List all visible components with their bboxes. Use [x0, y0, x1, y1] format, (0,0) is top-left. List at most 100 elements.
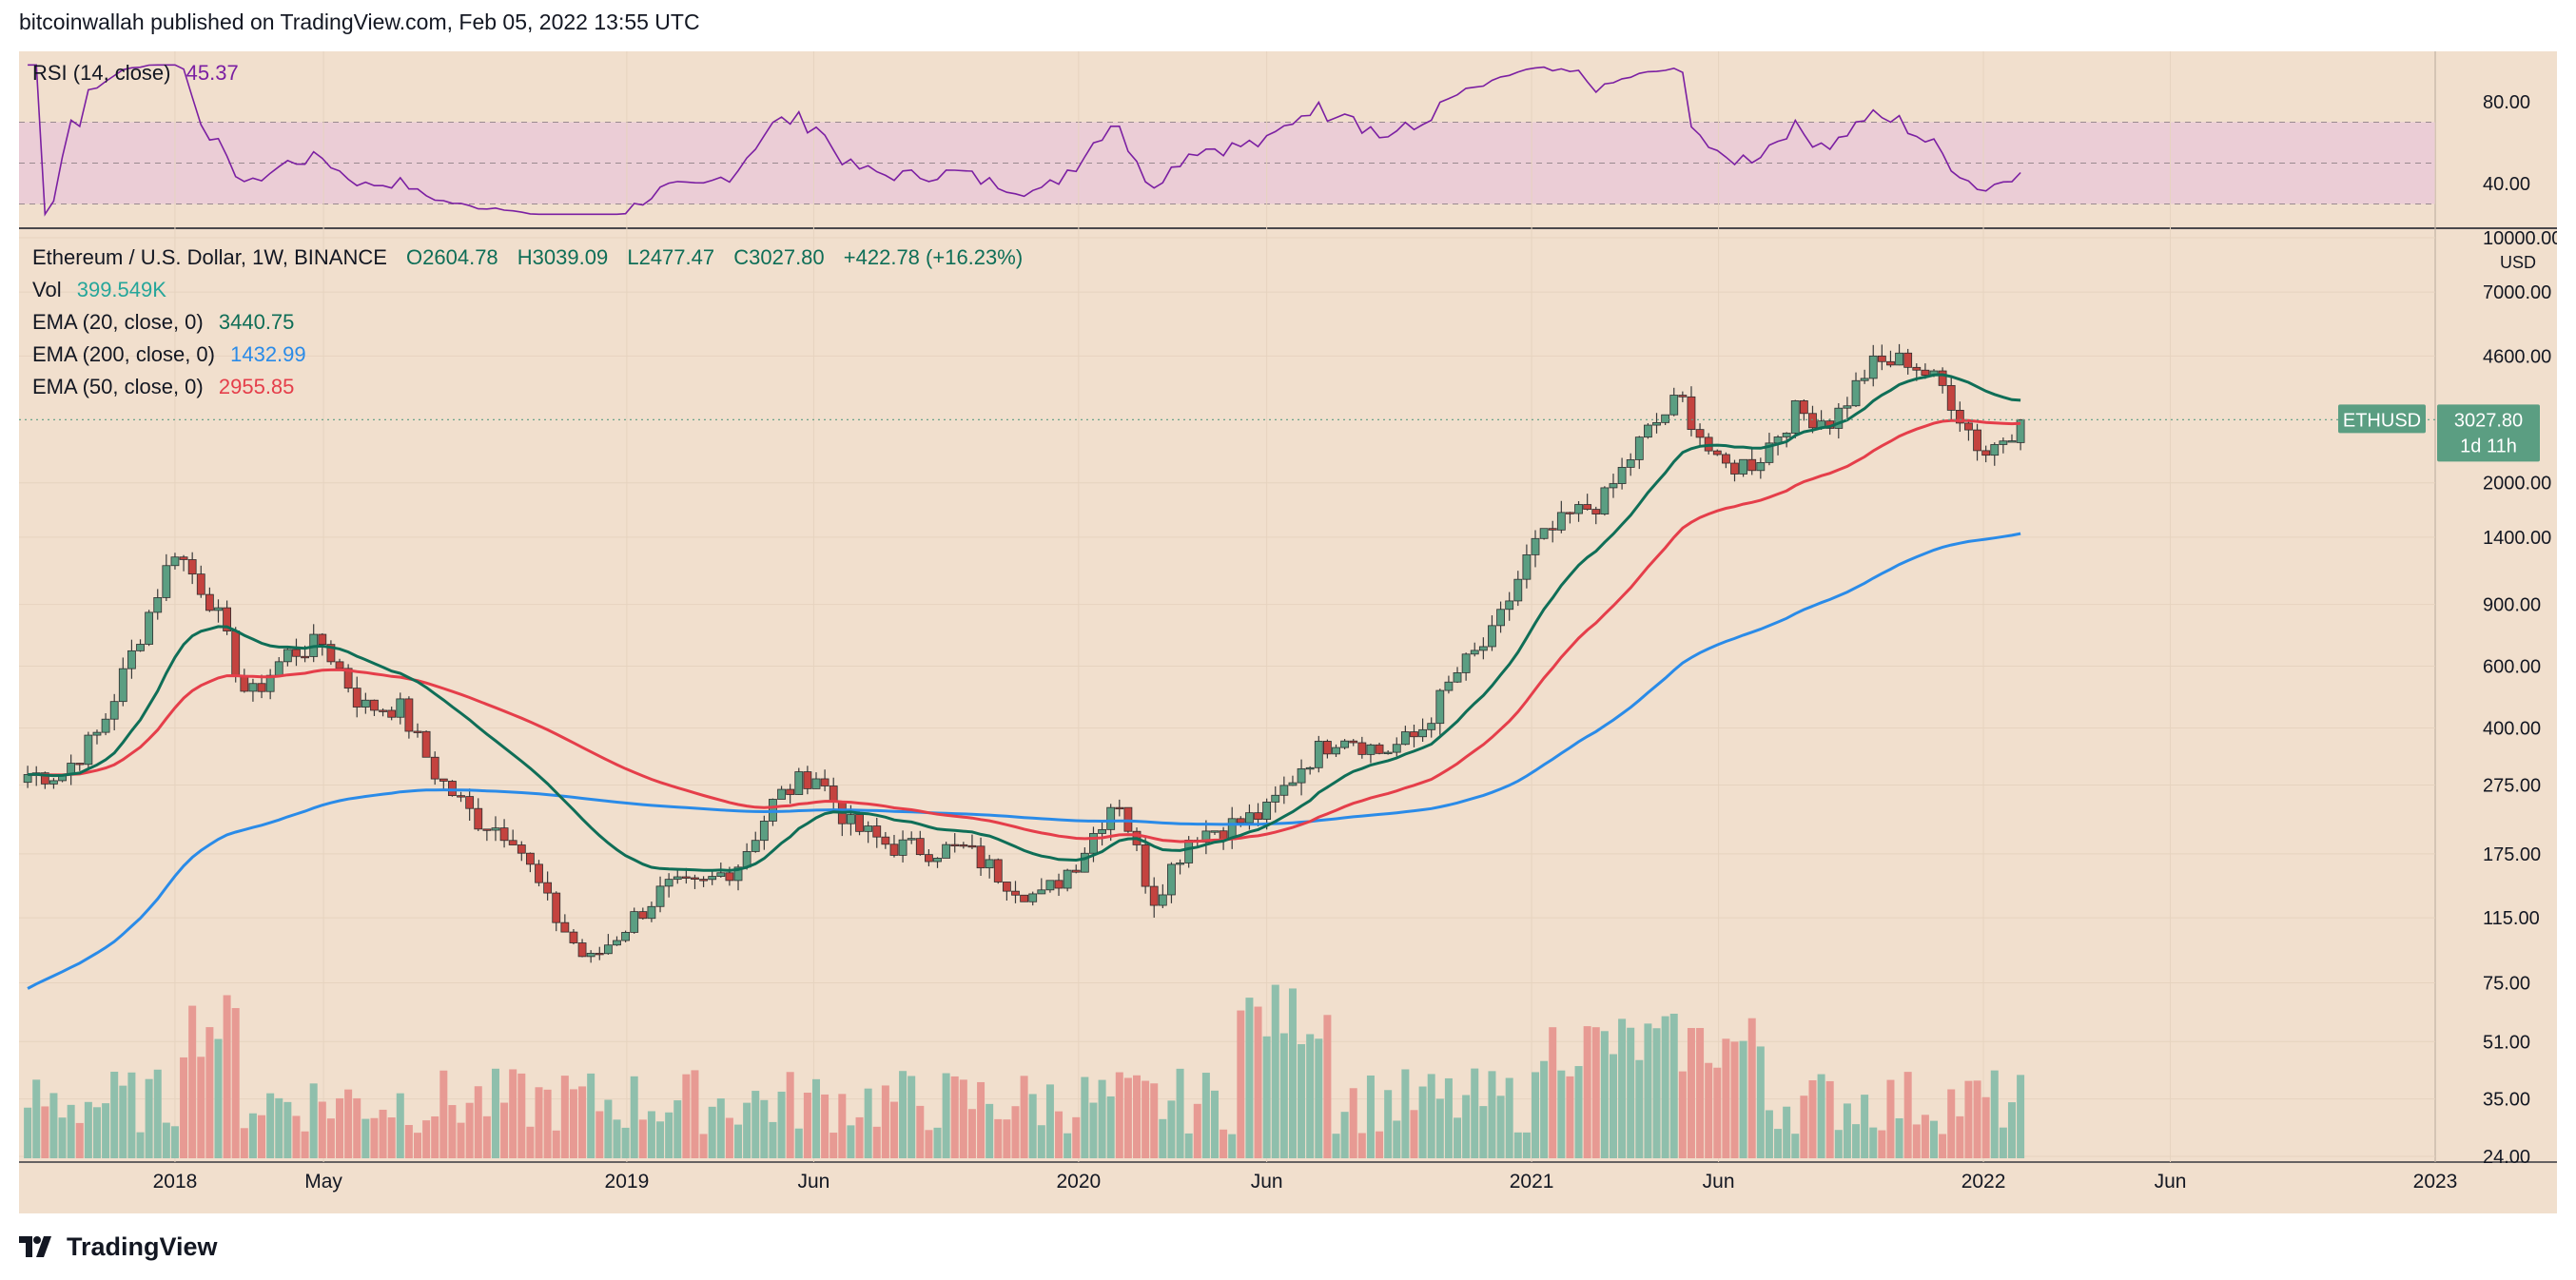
candle-down — [499, 827, 509, 842]
y-tick-label: 4600.00 — [2483, 346, 2551, 367]
candle-down — [1357, 742, 1367, 755]
volume-bar — [1210, 1090, 1219, 1158]
candle-down — [1236, 818, 1245, 824]
price-tag-value: 3027.80 — [2454, 410, 2523, 431]
volume-bar — [49, 1093, 58, 1158]
rsi-legend[interactable]: RSI (14, close) 45.37 — [32, 61, 248, 86]
volume-bar — [1540, 1060, 1549, 1158]
candle-up — [170, 556, 180, 567]
candle-up — [1314, 741, 1323, 768]
candle-up — [214, 607, 223, 611]
chart-canvas[interactable]: 80.00 40.00 2018 May 2019 Jun 2020 Jun 2021 Jun 20… — [19, 51, 2557, 1213]
x-tick-label: 2018 — [153, 1171, 198, 1193]
candle-up — [1496, 609, 1505, 627]
candle-up — [1305, 766, 1315, 770]
candle-down — [257, 683, 266, 692]
volume-bar — [500, 1102, 509, 1158]
volume-bar — [465, 1102, 474, 1158]
candle-up — [1184, 840, 1194, 863]
volume-bar — [994, 1118, 1003, 1158]
volume-legend[interactable]: Vol 399.549K — [32, 278, 176, 302]
volume-bar — [1705, 1062, 1713, 1158]
ohlc-high: H3039.09 — [517, 245, 609, 269]
volume-bar — [75, 1122, 84, 1158]
volume-bar — [448, 1105, 457, 1158]
candle-down — [1903, 352, 1913, 368]
candle-down — [1747, 458, 1757, 472]
volume-bar — [899, 1071, 907, 1158]
volume-bar — [1228, 1134, 1237, 1158]
volume-bar — [1999, 1127, 2007, 1158]
candle-up — [647, 905, 656, 920]
candle-down — [1123, 806, 1133, 832]
volume-bar — [1462, 1095, 1471, 1158]
tradingview-footer[interactable]: TradingView — [19, 1231, 218, 1263]
candle-down — [508, 840, 517, 845]
volume-bar — [92, 1107, 101, 1158]
candle-down — [595, 952, 604, 956]
volume-bar — [240, 1128, 248, 1158]
volume-bar — [387, 1117, 396, 1158]
ohlc-change: +422.78 (+16.23%) — [843, 245, 1024, 269]
candle-up — [777, 788, 786, 800]
symbol-legend[interactable]: Ethereum / U.S. Dollar, 1W, BINANCE O260… — [32, 245, 1036, 270]
volume-bar — [301, 1131, 309, 1158]
candle-up — [1868, 355, 1878, 379]
volume-bar — [32, 1079, 41, 1158]
ema200-legend[interactable]: EMA (200, close, 0) 1432.99 — [32, 342, 316, 367]
volume-bar — [1298, 1044, 1306, 1158]
candle-up — [733, 866, 743, 882]
candle-up — [1652, 421, 1661, 426]
volume-bar — [180, 1057, 188, 1158]
candle-up — [396, 698, 405, 718]
volume-bar — [1454, 1117, 1462, 1158]
chart-frame[interactable]: 80.00 40.00 2018 May 2019 Jun 2020 Jun 2021 Jun 20… — [19, 51, 2557, 1213]
candle-down — [421, 730, 431, 758]
candle-up — [265, 674, 275, 692]
x-tick-label: 2023 — [2413, 1171, 2458, 1193]
volume-bar — [1713, 1067, 1722, 1158]
volume-bar — [1176, 1068, 1184, 1158]
candle-up — [586, 952, 595, 958]
candle-up — [1201, 830, 1211, 843]
candle-down — [786, 788, 795, 795]
candle-down — [872, 825, 882, 838]
volume-bar — [292, 1115, 301, 1158]
volume-bar — [1471, 1068, 1479, 1158]
candle-up — [1600, 487, 1610, 514]
volume-bar — [1652, 1028, 1661, 1158]
volume-bar — [760, 1099, 769, 1158]
volume-bar — [127, 1072, 136, 1158]
volume-bar — [725, 1117, 733, 1158]
candle-down — [1115, 806, 1124, 810]
candle-down — [1938, 370, 1947, 386]
candle-down — [231, 630, 241, 676]
candle-up — [1089, 833, 1098, 854]
candle-up — [1037, 889, 1046, 895]
volume-bar — [2017, 1075, 2025, 1158]
currency-label: USD — [2500, 253, 2536, 272]
volume-bar — [439, 1070, 448, 1158]
volume-bar — [110, 1071, 119, 1158]
candle-up — [673, 876, 682, 881]
volume-bar — [1869, 1127, 1878, 1158]
volume-bar — [621, 1127, 630, 1158]
candle-down — [820, 778, 829, 786]
rsi-line — [28, 64, 2021, 217]
volume-bar — [509, 1069, 517, 1158]
volume-bar — [682, 1074, 691, 1158]
candle-down — [1877, 355, 1886, 362]
volume-bar — [1496, 1096, 1505, 1158]
volume-bar — [578, 1086, 587, 1158]
candle-up — [1999, 440, 2008, 445]
volume-bar — [638, 1119, 647, 1158]
candle-up — [1739, 458, 1748, 475]
ema20-legend[interactable]: EMA (20, close, 0) 3440.75 — [32, 310, 303, 335]
candle-down — [1721, 454, 1730, 464]
candle-up — [1661, 414, 1670, 423]
volume-bar — [1678, 1071, 1687, 1158]
volume-bar — [1045, 1084, 1054, 1158]
volume-bar — [162, 1122, 170, 1158]
candle-up — [1782, 433, 1791, 437]
ema50-legend[interactable]: EMA (50, close, 0) 2955.85 — [32, 375, 303, 399]
